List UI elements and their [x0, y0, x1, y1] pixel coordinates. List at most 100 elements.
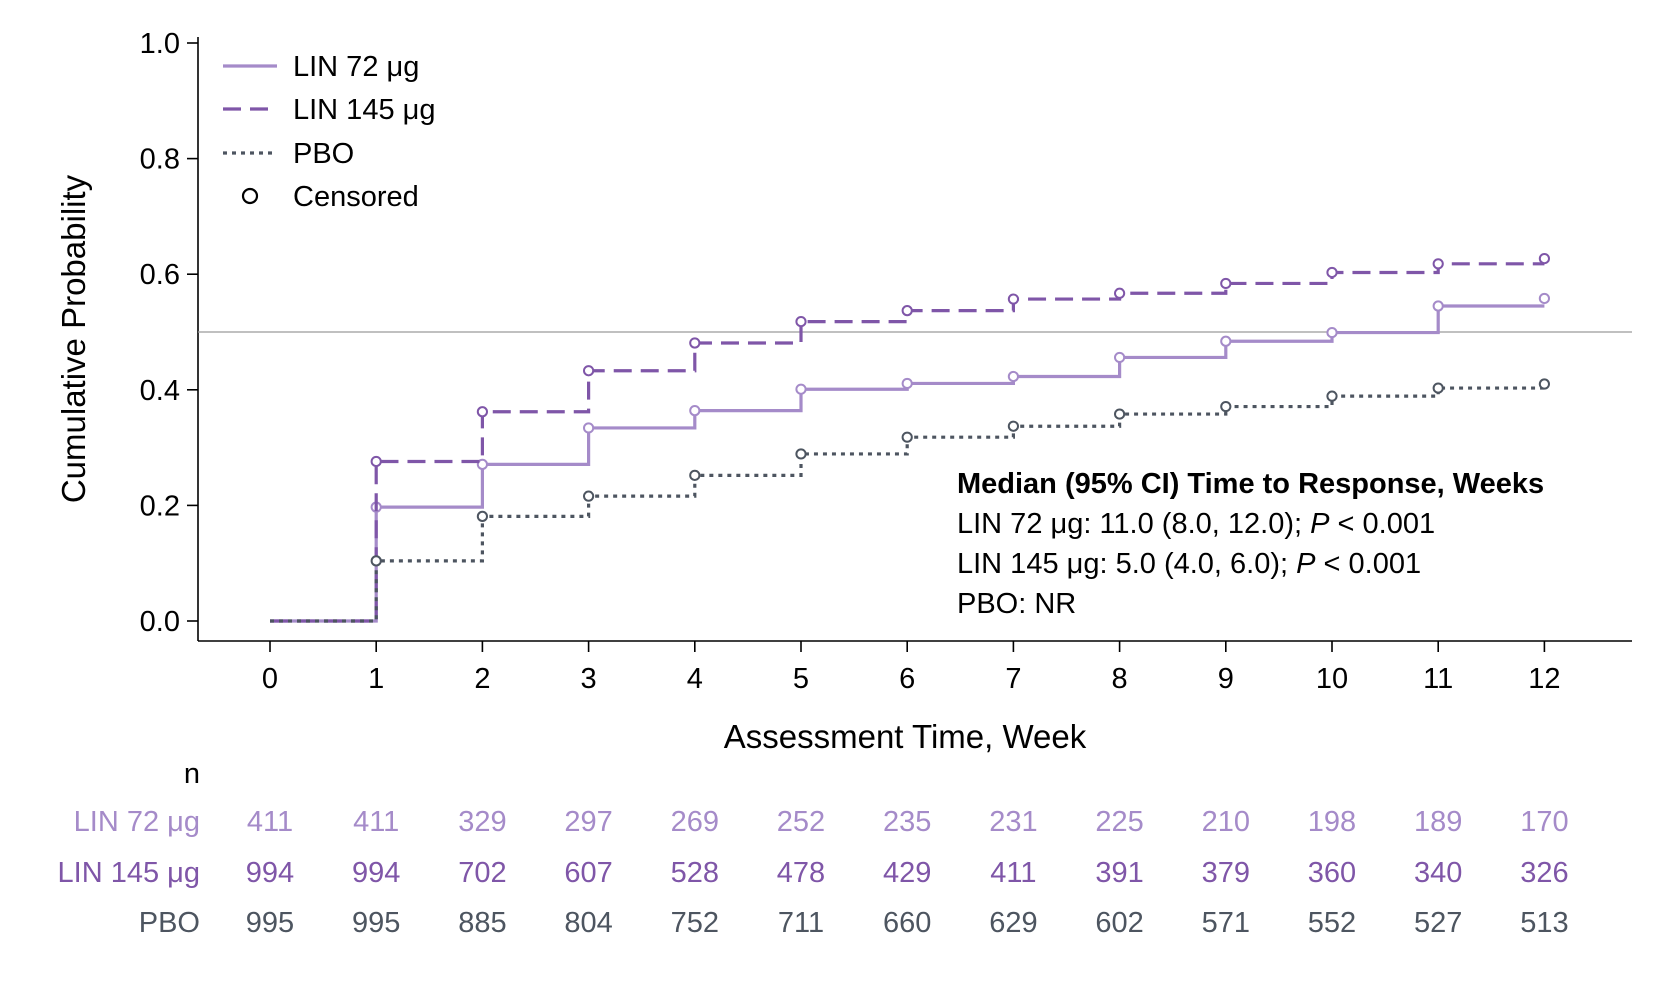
annotation-line: LIN 72 μg: 11.0 (8.0, 12.0); P < 0.001	[957, 508, 1435, 540]
x-tick-label: 5	[793, 663, 809, 695]
y-tick-label: 0.2	[140, 490, 180, 522]
risk-cell: 571	[1202, 907, 1250, 939]
censor-mark	[1326, 266, 1338, 279]
x-tick-label: 0	[262, 663, 278, 695]
risk-cell: 552	[1308, 907, 1356, 939]
censor-mark	[1114, 351, 1126, 364]
risk-cell: 994	[246, 857, 294, 889]
risk-cell: 702	[458, 857, 506, 889]
censor-mark	[901, 431, 913, 443]
risk-cell: 198	[1308, 806, 1356, 838]
legend-label: LIN 72 μg	[293, 51, 419, 83]
censor-mark	[1432, 382, 1444, 394]
legend: LIN 72 μg LIN 145 μg PBO Censored	[223, 51, 435, 213]
series-2	[270, 378, 1551, 623]
x-tick-label: 7	[1005, 663, 1021, 695]
x-tick-label: 11	[1423, 663, 1453, 695]
legend-label: Censored	[293, 181, 419, 213]
axes: 0.00.20.40.60.81.00 1 2 3 4 5 6 7 8 9 10 11 12Assess…	[55, 28, 1632, 755]
censor-mark	[1114, 287, 1126, 299]
x-tick-label: 3	[581, 663, 597, 695]
censor-mark	[1538, 252, 1551, 265]
risk-cell: 269	[671, 806, 719, 838]
risk-cell: 411	[353, 806, 399, 838]
censor-mark	[1432, 258, 1444, 270]
step-curve	[270, 386, 1545, 623]
legend-label: LIN 145 μg	[293, 94, 435, 126]
annotation-title: Median (95% CI) Time to Response, Weeks	[957, 468, 1544, 500]
risk-cell: 602	[1095, 907, 1143, 939]
risk-cell: 528	[671, 857, 719, 889]
risk-cell: 297	[564, 806, 612, 838]
censor-mark	[689, 337, 701, 349]
censor-mark	[1432, 300, 1444, 312]
censor-mark	[1326, 326, 1338, 339]
risk-cell: 326	[1520, 857, 1568, 889]
risk-cell: 189	[1414, 806, 1462, 838]
risk-cell: 379	[1202, 857, 1250, 889]
censor-mark	[1007, 370, 1020, 383]
series-1	[270, 252, 1551, 623]
risk-cell: 994	[352, 857, 400, 889]
risk-cell: 429	[883, 857, 931, 889]
censor-mark	[476, 406, 488, 418]
x-tick-label: 9	[1218, 663, 1234, 695]
censor-mark	[1538, 378, 1551, 390]
censor-mark	[795, 448, 807, 460]
series-0	[270, 292, 1551, 623]
censor-mark	[583, 490, 595, 502]
censor-mark	[901, 377, 913, 390]
risk-cell: 804	[564, 907, 612, 939]
risk-cell: 231	[989, 806, 1037, 838]
risk-cell: 478	[777, 857, 825, 889]
censor-mark	[1538, 292, 1551, 305]
risk-cell: 660	[883, 907, 931, 939]
risk-cell: 360	[1308, 857, 1356, 889]
median-annotation: Median (95% CI) Time to Response, Weeks L…	[957, 468, 1544, 620]
y-axis-title: Cumulative Probability	[55, 174, 92, 503]
risk-cell: 252	[777, 806, 825, 838]
x-tick-label: 1	[368, 663, 384, 695]
risk-row-label: LIN 145 μg	[58, 857, 200, 889]
risk-cell: 411	[990, 857, 1036, 889]
y-tick-label: 0.0	[140, 606, 180, 638]
annotation-line: LIN 145 μg: 5.0 (4.0, 6.0); P < 0.001	[957, 548, 1421, 580]
risk-cell: 995	[246, 907, 294, 939]
censor-mark	[795, 383, 807, 395]
censor-mark	[1220, 400, 1232, 413]
risk-cell: 391	[1095, 857, 1143, 889]
censor-mark	[583, 422, 595, 434]
step-curve	[270, 262, 1545, 623]
annotation-text: < 0.001	[1329, 508, 1435, 540]
x-tick-label: 4	[687, 663, 703, 695]
censor-mark	[476, 510, 488, 522]
censor-mark	[370, 455, 382, 468]
risk-cell: 329	[458, 806, 506, 838]
risk-cell: 170	[1520, 806, 1568, 838]
risk-cell: 340	[1414, 857, 1462, 889]
censor-mark	[795, 315, 807, 328]
risk-cell: 711	[778, 907, 824, 939]
risk-cell: 885	[458, 907, 506, 939]
annotation-text: PBO: NR	[957, 588, 1076, 620]
y-tick-label: 0.6	[140, 259, 180, 291]
censor-mark	[370, 555, 382, 567]
x-tick-label: 2	[474, 663, 490, 695]
risk-row-label: LIN 72 μg	[74, 806, 200, 838]
censor-mark	[1114, 408, 1126, 420]
y-tick-label: 0.8	[140, 144, 180, 176]
risk-table: n LIN 72 μg 411 411 329 297 269 252 235 231 225 210…	[58, 758, 1569, 939]
censor-mark	[901, 305, 913, 317]
censor-mark	[1326, 390, 1338, 402]
risk-cell: 607	[564, 857, 612, 889]
x-tick-label: 6	[899, 663, 915, 695]
annotation-line: PBO: NR	[957, 588, 1076, 620]
censor-mark	[689, 405, 701, 417]
risk-cell: 527	[1414, 907, 1462, 939]
y-tick-label: 0.4	[140, 375, 180, 407]
risk-cell: 225	[1095, 806, 1143, 838]
censored-marker-icon	[241, 187, 259, 205]
annotation-italic: P	[1296, 548, 1316, 580]
annotation-text: LIN 145 μg: 5.0 (4.0, 6.0);	[957, 548, 1296, 580]
